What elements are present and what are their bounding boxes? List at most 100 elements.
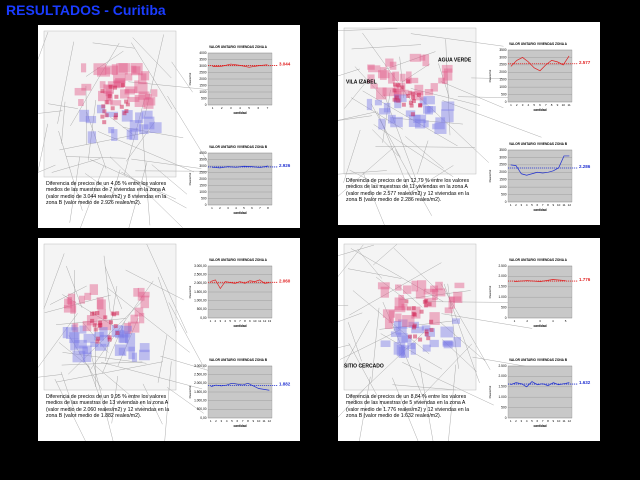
zone-core bbox=[102, 120, 107, 125]
zone-block bbox=[83, 352, 92, 363]
y-tick-label: 2000 bbox=[199, 77, 206, 81]
street bbox=[441, 339, 477, 373]
zone-block bbox=[394, 306, 406, 313]
zone-block bbox=[383, 102, 391, 113]
zone-block bbox=[116, 63, 128, 75]
y-tick-label: 0 bbox=[205, 203, 207, 207]
zone-block bbox=[126, 343, 136, 352]
x-tick-label: 6 bbox=[234, 319, 236, 323]
zone-block bbox=[138, 73, 147, 85]
street bbox=[344, 77, 371, 109]
x-tick-label: 7 bbox=[545, 103, 547, 107]
zone-block bbox=[124, 89, 135, 95]
map-frame bbox=[343, 27, 477, 175]
x-tick-label: 7 bbox=[267, 106, 269, 110]
zone-core bbox=[104, 113, 109, 118]
caption: Diferencia de precios de un 4,05 % entre… bbox=[46, 181, 167, 207]
zone-block bbox=[377, 282, 390, 290]
street bbox=[62, 294, 115, 327]
zone-block bbox=[66, 296, 72, 305]
x-tick-label: 1 bbox=[510, 419, 512, 423]
zone-core bbox=[408, 90, 413, 95]
zone-block bbox=[113, 81, 124, 89]
x-tick-label: 10 bbox=[557, 419, 561, 423]
zone-core bbox=[410, 92, 415, 97]
zone-block bbox=[380, 286, 389, 298]
zone-core bbox=[115, 331, 120, 336]
zone-block bbox=[129, 128, 139, 141]
zone-block bbox=[400, 345, 410, 358]
zone-block bbox=[79, 325, 87, 334]
zone-core bbox=[407, 334, 412, 339]
y-tick-label: 0 bbox=[505, 100, 507, 104]
zone-block bbox=[134, 94, 146, 107]
street bbox=[68, 300, 144, 375]
zone-block bbox=[440, 326, 454, 338]
y-tick-label: 2.000,00 bbox=[194, 281, 207, 285]
zone-block bbox=[119, 331, 129, 344]
street bbox=[87, 364, 102, 401]
zone-block bbox=[438, 77, 445, 84]
map-frame bbox=[43, 30, 177, 178]
zone-block bbox=[422, 54, 430, 67]
street bbox=[61, 361, 143, 366]
zone-block bbox=[448, 301, 455, 309]
street bbox=[80, 165, 105, 228]
zone-block bbox=[111, 64, 118, 76]
y-axis-label: Reais/m2 bbox=[188, 72, 192, 85]
zone-block bbox=[87, 131, 97, 144]
plot-area bbox=[507, 265, 573, 319]
street bbox=[100, 362, 203, 390]
zone-block bbox=[441, 64, 453, 73]
zone-block bbox=[82, 346, 88, 354]
street bbox=[60, 371, 77, 417]
y-tick-label: 1000 bbox=[199, 190, 206, 194]
street bbox=[43, 253, 65, 310]
x-tick-label: 3 bbox=[520, 419, 522, 423]
x-tick-label: 5 bbox=[531, 419, 533, 423]
panel: SITIO CERCADO VALOR UNITARIO VIVIENDAS ZO… bbox=[338, 238, 600, 441]
zone-block bbox=[99, 334, 110, 347]
street bbox=[349, 262, 442, 316]
zone-core bbox=[401, 102, 406, 107]
zone-block bbox=[374, 99, 382, 106]
street bbox=[383, 51, 436, 70]
zone-core bbox=[410, 95, 415, 100]
x-tick-label: 8 bbox=[547, 203, 549, 207]
zone-core bbox=[115, 311, 120, 316]
zone-block bbox=[384, 317, 393, 329]
mean-label: 2.926 bbox=[279, 163, 291, 168]
zone-block bbox=[99, 81, 106, 89]
street bbox=[121, 171, 187, 209]
street bbox=[90, 351, 114, 441]
zone-block bbox=[118, 347, 125, 356]
zone-block bbox=[139, 124, 149, 135]
zone-block bbox=[127, 321, 140, 333]
zone-block bbox=[97, 309, 106, 320]
mean-label: 3.044 bbox=[279, 62, 291, 67]
street bbox=[372, 129, 399, 157]
x-tick-label: 2 bbox=[526, 319, 528, 323]
street bbox=[343, 320, 370, 368]
street bbox=[38, 31, 49, 60]
street bbox=[401, 63, 431, 83]
chart-title: VALOR UNITARIO VIVIENDAS ZONA A bbox=[509, 258, 568, 262]
street bbox=[448, 364, 457, 441]
street bbox=[413, 91, 489, 163]
street bbox=[407, 165, 454, 195]
chart-title: VALOR UNITARIO VIVIENDAS ZONA B bbox=[509, 358, 568, 362]
zone-block bbox=[394, 297, 405, 311]
x-tick-label: 2 bbox=[219, 206, 221, 210]
zone-block bbox=[110, 100, 122, 106]
zone-block bbox=[390, 116, 403, 128]
zone-block bbox=[442, 71, 448, 85]
y-tick-label: 2.500,00 bbox=[194, 273, 207, 277]
panel-graphics: VALOR UNITARIO VIVIENDAS ZONA A 0,00 500,0… bbox=[38, 243, 291, 441]
zone-block bbox=[140, 295, 150, 309]
zone-core bbox=[113, 113, 118, 118]
data-line bbox=[212, 63, 268, 68]
x-tick-label: 5 bbox=[243, 206, 245, 210]
x-tick-label: 5 bbox=[248, 106, 250, 110]
street bbox=[373, 124, 454, 177]
y-tick-label: 0 bbox=[505, 416, 507, 420]
